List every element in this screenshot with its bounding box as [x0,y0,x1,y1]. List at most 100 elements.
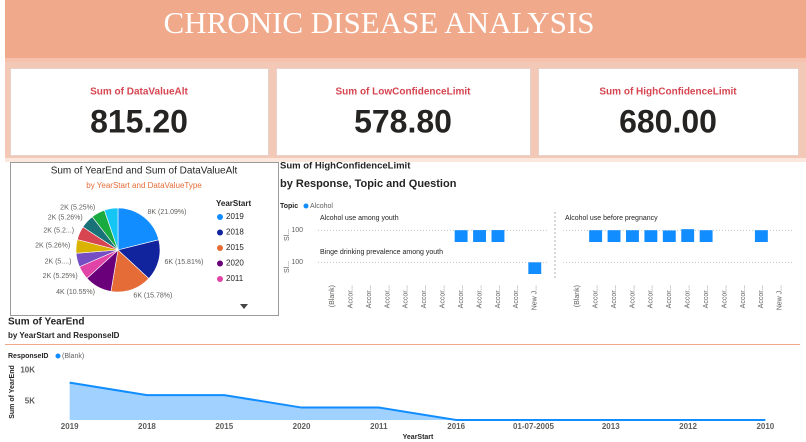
dashboard-title: CHRONIC DISEASE ANALYSIS [164,5,595,40]
data-label: 6K (15.78%) [133,292,172,299]
x-tick-label: Accor... [513,285,520,308]
legend-label: 2018 [226,228,244,237]
bar [681,229,695,242]
y-axis-title: Sl... [284,261,291,273]
bar [589,230,603,242]
bar [491,230,505,242]
kpi-label: Sum of HighConfidenceLimit [599,87,737,98]
pie-slice [117,207,160,251]
x-tick-label: 2012 [679,422,697,431]
facet-title: Alcohol use among youth [320,215,399,222]
x-tick-label: Accor... [721,285,728,308]
data-label: 2K (5....) [45,258,72,265]
x-tick-label: 2020 [293,422,311,431]
legend-label: Alcohol [310,203,333,210]
kpi-label: Sum of LowConfidenceLimit [336,87,472,98]
data-label: 6K (15.81%) [164,259,203,266]
data-label: 4K (10.55%) [56,289,95,296]
kpi-value: 815.20 [90,103,188,139]
y-axis-title: Sum of YearEnd [9,365,16,419]
chart-title: Sum of YearEnd and Sum of DataValueAlt [51,166,238,177]
x-tick-label: 2016 [447,422,465,431]
data-label: 2K (5.25%) [43,273,78,280]
chart-title: Sum of HighConfidenceLimit [280,161,411,172]
x-tick-label: 2015 [215,422,233,431]
data-label: 2K (5.26%) [35,243,70,250]
legend-marker [217,276,223,282]
kpi-card [276,68,531,156]
bar [528,262,542,274]
bar [754,230,768,242]
x-tick-label: New J... [777,285,784,310]
x-axis-title: YearStart [403,434,434,441]
data-label: 2K (5.2...) [43,227,74,234]
legend-marker [303,203,309,209]
x-tick-label: Accor... [403,285,410,308]
legend-title: ResponseID [8,353,48,360]
y-axis-title: Sl... [284,229,291,241]
chart-subtitle: by YearStart and DataValueType [86,181,202,190]
legend-label: 2011 [226,274,244,283]
bar [473,230,486,242]
x-tick-label: Accor... [421,285,428,308]
area-line [69,381,766,421]
header-stripe [5,58,806,62]
x-tick-label: 2019 [61,422,79,431]
y-tick-label: 100 [291,227,303,234]
legend-label: 2015 [226,243,244,252]
y-tick-label: 10K [20,365,35,374]
x-tick-label: 2010 [756,422,774,431]
x-tick-label: 01-07-2005 [513,422,554,431]
kpi-label: Sum of DataValueAlt [90,87,188,98]
chart-subtitle: by YearStart and ResponseID [8,331,120,340]
bar [626,230,639,242]
bar [644,230,658,242]
legend-title: Topic [280,203,298,210]
x-tick-label: Accor... [611,285,618,308]
kpi-card [10,68,269,156]
legend-scroll-arrow[interactable] [240,304,248,309]
kpi-band-edge [5,158,806,162]
bar [454,230,468,242]
x-tick-label: 2011 [370,422,388,431]
facet-title: Alcohol use before pregnancy [565,215,658,222]
x-tick-label: Accor... [476,285,483,308]
x-tick-label: Accor... [629,285,636,308]
x-tick-label: Accor... [458,285,465,308]
data-label: 2K (5.25%) [60,205,95,212]
x-tick-label: Accor... [740,285,747,308]
chart-subtitle: by Response, Topic and Question [280,178,457,190]
x-tick-label: Accor... [758,285,765,308]
legend-marker [217,245,223,251]
kpi-card [538,68,799,156]
legend-marker [217,229,223,236]
bar [607,230,621,242]
kpi-value: 578.80 [354,103,452,139]
chart-title: Sum of YearEnd [8,317,85,328]
legend-marker [217,214,223,220]
legend-title: YearStart [216,199,251,208]
x-tick-label: 2013 [602,422,620,431]
y-tick-label: 5K [25,396,35,405]
legend-marker [55,353,61,359]
x-tick-label: (Blank) [574,285,581,307]
x-tick-label: 2018 [138,422,156,431]
x-tick-label: Accor... [440,285,447,308]
pie-slice [104,207,119,251]
x-tick-label: Accor... [703,285,710,308]
kpi-value: 680.00 [619,103,717,139]
legend-marker [217,260,223,267]
facet-title: Binge drinking prevalence among youth [320,249,443,256]
header-banner [5,0,806,62]
x-tick-label: Accor... [592,285,599,308]
area-fill [69,382,766,420]
data-label: 8K (21.09%) [148,209,187,216]
x-tick-label: New J... [532,285,539,310]
legend-label: 2020 [226,259,244,268]
bar [699,230,713,242]
x-tick-label: Accor... [666,285,673,308]
x-tick-label: Accor... [366,285,373,308]
bar [662,230,676,242]
